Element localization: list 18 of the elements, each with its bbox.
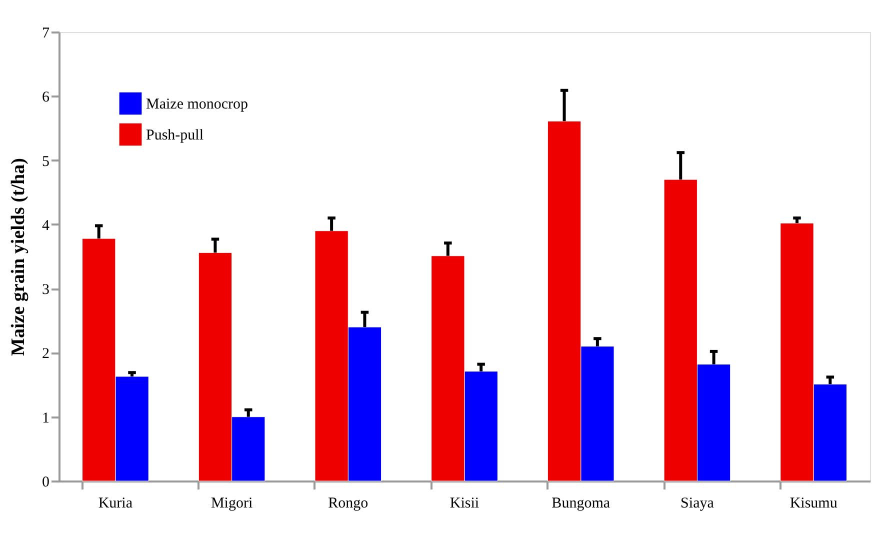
y-axis-title: Maize grain yields (t/ha) (8, 158, 29, 356)
x-tick-label: Bungoma (552, 496, 610, 512)
x-tick-label: Kisii (450, 496, 480, 512)
x-tick-label: Migori (210, 496, 253, 512)
y-tick-label: 7 (42, 26, 50, 42)
y-tick-label: 5 (42, 154, 50, 170)
y-tick-label: 4 (42, 218, 50, 234)
x-tick-label: Kuria (98, 496, 133, 512)
x-tick-label: Rongo (328, 496, 368, 512)
y-tick-label: 1 (42, 410, 50, 426)
legend-label: Maize monocrop (146, 96, 248, 112)
x-tick-label: Kisumu (790, 496, 838, 512)
y-tick-label: 3 (42, 282, 50, 298)
y-tick-label: 6 (42, 90, 50, 106)
x-tick-label: Siaya (680, 496, 714, 512)
y-tick-label: 0 (42, 474, 50, 490)
y-tick-label: 2 (42, 346, 50, 362)
legend-label: Push-pull (146, 128, 204, 144)
